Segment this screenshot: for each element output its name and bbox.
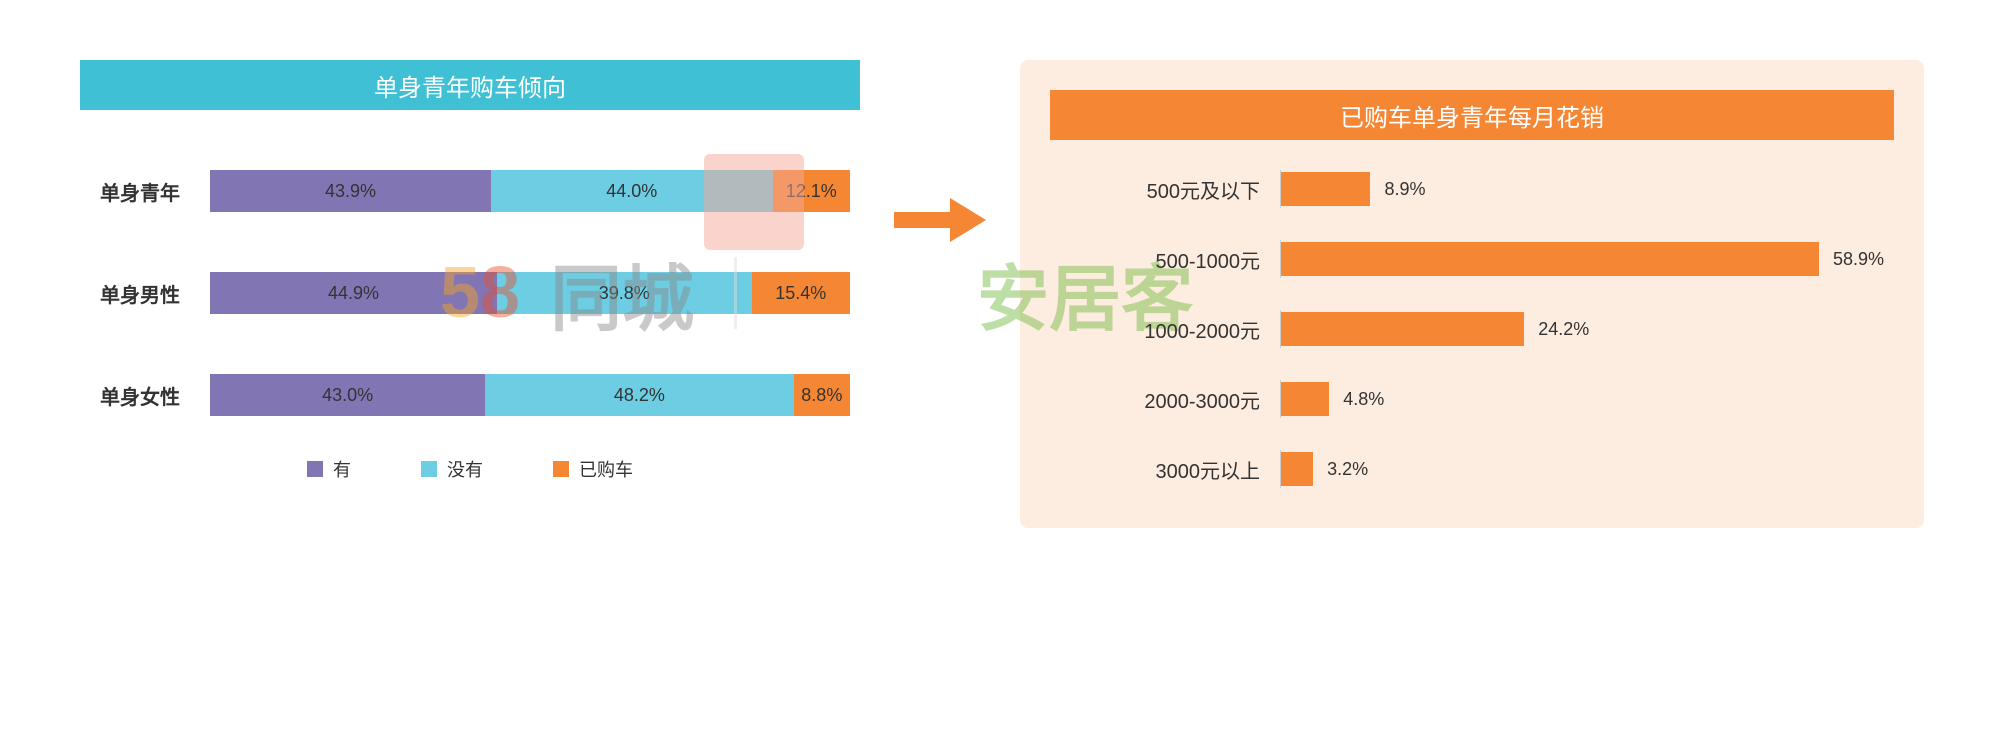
legend-item: 有: [307, 456, 351, 482]
horizontal-bar-chart: 500元及以下 8.9% 500-1000元 58.9% 1000-2000元 24.2%…: [1100, 170, 1884, 488]
left-panel: 单身青年购车倾向 单身青年43.9%44.0%12.1%单身男性44.9%39.…: [80, 60, 860, 482]
bar-segment: 15.4%: [752, 272, 850, 314]
bar-segment: 48.2%: [485, 374, 793, 416]
hbar: [1281, 242, 1819, 276]
legend-label: 有: [333, 456, 351, 482]
hbar-row: 1000-2000元 24.2%: [1100, 310, 1884, 348]
hbar-label: 500元及以下: [1100, 175, 1280, 204]
stacked-row: 单身女性43.0%48.2%8.8%: [100, 374, 860, 416]
stacked-bar: 44.9%39.8%15.4%: [210, 272, 850, 314]
hbar-track: 58.9%: [1280, 240, 1884, 278]
stacked-bar: 43.0%48.2%8.8%: [210, 374, 850, 416]
hbar-row: 500元及以下 8.9%: [1100, 170, 1884, 208]
hbar-value: 4.8%: [1343, 389, 1384, 410]
hbar-value: 58.9%: [1833, 249, 1884, 270]
right-panel: 已购车单身青年每月花销 500元及以下 8.9% 500-1000元 58.9% 100…: [1020, 60, 1924, 528]
bar-segment: 43.0%: [210, 374, 485, 416]
stacked-row: 单身男性44.9%39.8%15.4%: [100, 272, 860, 314]
left-chart-title: 单身青年购车倾向: [80, 60, 860, 110]
hbar-row: 2000-3000元 4.8%: [1100, 380, 1884, 418]
hbar-label: 1000-2000元: [1100, 315, 1280, 344]
legend-item: 没有: [421, 456, 483, 482]
bar-segment: 43.9%: [210, 170, 491, 212]
hbar-label: 3000元以上: [1100, 455, 1280, 484]
hbar: [1281, 172, 1370, 206]
hbar-value: 3.2%: [1327, 459, 1368, 480]
main-container: 单身青年购车倾向 单身青年43.9%44.0%12.1%单身男性44.9%39.…: [0, 0, 2004, 749]
bar-segment: 39.8%: [497, 272, 751, 314]
legend-swatch: [421, 461, 437, 477]
bar-segment: 8.8%: [794, 374, 850, 416]
right-chart-title: 已购车单身青年每月花销: [1050, 90, 1894, 140]
arrow-wrap: [890, 190, 990, 250]
hbar-row: 3000元以上 3.2%: [1100, 450, 1884, 488]
row-label: 单身女性: [100, 381, 210, 410]
legend-item: 已购车: [553, 456, 633, 482]
legend-label: 已购车: [579, 456, 633, 482]
hbar: [1281, 382, 1329, 416]
hbar-label: 500-1000元: [1100, 245, 1280, 274]
hbar-label: 2000-3000元: [1100, 385, 1280, 414]
hbar-value: 8.9%: [1384, 179, 1425, 200]
hbar: [1281, 312, 1524, 346]
hbar-value: 24.2%: [1538, 319, 1589, 340]
hbar: [1281, 452, 1313, 486]
hbar-track: 3.2%: [1280, 450, 1884, 488]
arrow-icon: [890, 190, 990, 250]
hbar-row: 500-1000元 58.9%: [1100, 240, 1884, 278]
legend-swatch: [307, 461, 323, 477]
legend: 有 没有 已购车: [80, 456, 860, 482]
row-label: 单身青年: [100, 177, 210, 206]
right-chart-box: 已购车单身青年每月花销 500元及以下 8.9% 500-1000元 58.9% 100…: [1020, 60, 1924, 528]
hbar-track: 24.2%: [1280, 310, 1884, 348]
legend-swatch: [553, 461, 569, 477]
legend-label: 没有: [447, 456, 483, 482]
bar-segment: 44.9%: [210, 272, 497, 314]
row-label: 单身男性: [100, 279, 210, 308]
hbar-track: 8.9%: [1280, 170, 1884, 208]
hbar-track: 4.8%: [1280, 380, 1884, 418]
highlight-marker: [704, 154, 804, 250]
